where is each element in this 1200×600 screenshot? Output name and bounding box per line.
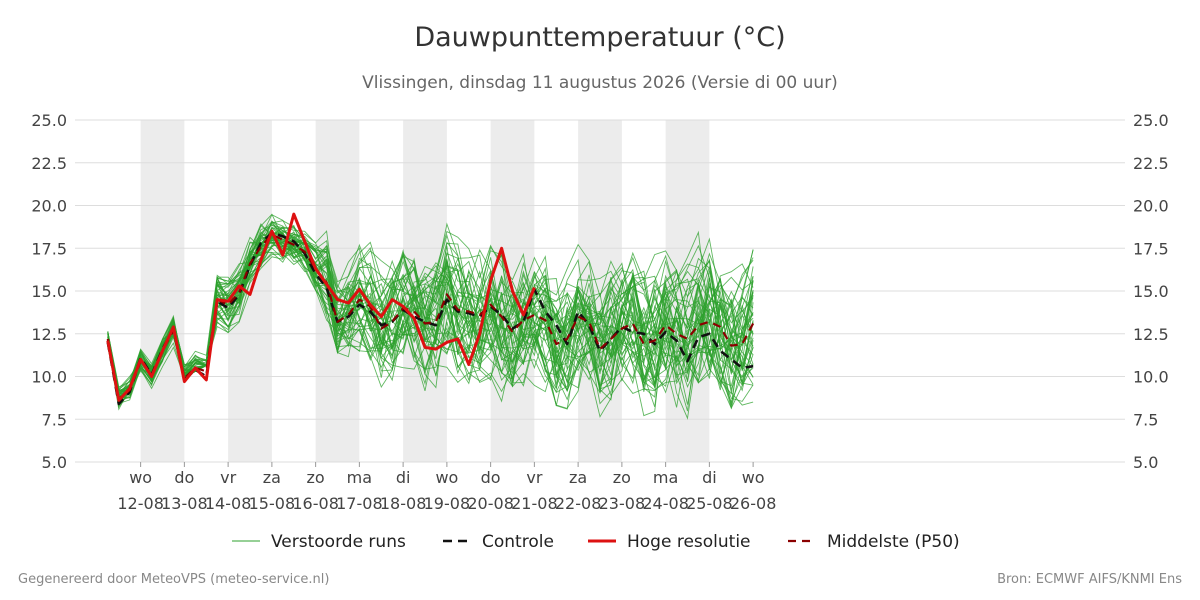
y-tick-label: 5.0 (1133, 453, 1158, 472)
y-tick-label: 7.5 (42, 410, 67, 429)
x-tick-date: 20-08 (467, 494, 514, 513)
x-tick-day: wo (435, 468, 458, 487)
y-axis-right: 5.0 7.5 10.0 12.5 15.0 17.5 20.0 22.5 25.0 (1133, 111, 1169, 472)
ensemble-run (107, 250, 754, 411)
ensemble-run (107, 235, 754, 403)
x-tick-date: 26-08 (730, 494, 777, 513)
footer-generator: Gegenereerd door MeteoVPS (meteo-service… (18, 572, 330, 587)
y-tick-label: 22.5 (1133, 154, 1169, 173)
main-series (106, 212, 755, 406)
y-axis-left: 5.0 7.5 10.0 12.5 15.0 17.5 20.0 22.5 25.0 (31, 111, 67, 472)
y-tick-label: 10.0 (1133, 368, 1169, 387)
legend: Verstoorde runs Controle Hoge resolutie Mid… (232, 532, 960, 552)
footer-source: Bron: ECMWF AIFS/KNMI Ens (997, 572, 1182, 587)
y-tick-label: 7.5 (1133, 410, 1158, 429)
x-tick-day: do (174, 468, 194, 487)
y-tick-label: 25.0 (31, 111, 67, 130)
x-tick-day: vr (526, 468, 542, 487)
x-tick-date: 15-08 (249, 494, 296, 513)
x-tick-date: 25-08 (686, 494, 733, 513)
legend-label: Hoge resolutie (627, 532, 751, 552)
x-tick-date: 12-08 (117, 494, 164, 513)
x-tick-date: 23-08 (599, 494, 646, 513)
x-tick-date: 13-08 (161, 494, 208, 513)
x-tick-day: za (263, 468, 281, 487)
y-tick-label: 15.0 (31, 282, 67, 301)
legend-label: Controle (482, 532, 554, 552)
x-tick-day: di (396, 468, 411, 487)
chart-subtitle: Vlissingen, dinsdag 11 augustus 2026 (Ve… (362, 73, 838, 93)
y-tick-label: 20.0 (1133, 197, 1169, 216)
x-tick-date: 21-08 (511, 494, 558, 513)
chart-title: Dauwpunttemperatuur (°C) (414, 22, 786, 53)
y-tick-label: 12.5 (31, 325, 67, 344)
y-tick-label: 17.5 (31, 239, 67, 258)
x-tick-date: 19-08 (424, 494, 471, 513)
x-tick-day: zo (613, 468, 631, 487)
x-tick-date: 24-08 (642, 494, 689, 513)
y-tick-label: 10.0 (31, 368, 67, 387)
x-tick-day: wo (742, 468, 765, 487)
x-axis: wo 12-08 do 13-08 vr 14-08 za 15-08 zo 16-08 ma 17-… (117, 462, 776, 513)
y-tick-label: 15.0 (1133, 282, 1169, 301)
x-tick-date: 22-08 (555, 494, 602, 513)
legend-label: Middelste (P50) (827, 532, 960, 552)
x-tick-date: 14-08 (205, 494, 252, 513)
x-tick-day: do (481, 468, 501, 487)
x-tick-date: 17-08 (336, 494, 383, 513)
x-tick-day: zo (307, 468, 325, 487)
hires-series-line (106, 212, 536, 402)
x-tick-date: 18-08 (380, 494, 427, 513)
x-tick-date: 16-08 (292, 494, 339, 513)
y-tick-label: 25.0 (1133, 111, 1169, 130)
y-tick-label: 5.0 (42, 453, 67, 472)
x-tick-day: di (702, 468, 717, 487)
ensemble-run (107, 226, 754, 410)
y-tick-label: 12.5 (1133, 325, 1169, 344)
gridlines (75, 119, 1125, 463)
y-tick-label: 17.5 (1133, 239, 1169, 258)
y-tick-label: 22.5 (31, 154, 67, 173)
x-tick-day: ma (653, 468, 678, 487)
legend-label: Verstoorde runs (271, 532, 406, 552)
x-tick-day: za (569, 468, 587, 487)
y-tick-label: 20.0 (31, 197, 67, 216)
x-tick-day: wo (129, 468, 152, 487)
x-tick-day: ma (347, 468, 372, 487)
x-tick-day: vr (220, 468, 236, 487)
